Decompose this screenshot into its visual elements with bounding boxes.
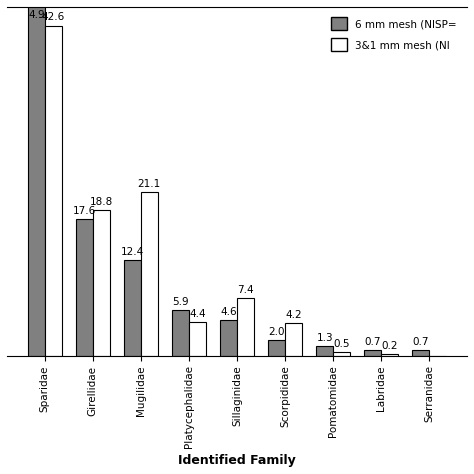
Bar: [28, 0, 45, 356]
Bar: [365, 350, 381, 356]
Text: 0.2: 0.2: [382, 341, 398, 351]
Text: 4.2: 4.2: [285, 310, 302, 320]
Bar: [76, 219, 93, 356]
Bar: [220, 320, 237, 356]
Text: 5.9: 5.9: [172, 297, 189, 307]
Bar: [45, 26, 62, 356]
Legend: 6 mm mesh (NISP=, 3&1 mm mesh (NI: 6 mm mesh (NISP=, 3&1 mm mesh (NI: [326, 12, 462, 56]
Bar: [237, 299, 254, 356]
Text: 7.4: 7.4: [237, 285, 254, 295]
Bar: [189, 322, 206, 356]
Text: 4.9: 4.9: [28, 10, 45, 20]
Bar: [268, 340, 285, 356]
Text: 1.3: 1.3: [317, 333, 333, 343]
Bar: [172, 310, 189, 356]
Bar: [124, 260, 141, 356]
Text: 21.1: 21.1: [137, 179, 161, 189]
Bar: [285, 323, 302, 356]
Bar: [333, 352, 350, 356]
Bar: [141, 192, 158, 356]
Text: 4.6: 4.6: [220, 307, 237, 317]
Text: 12.4: 12.4: [121, 246, 144, 256]
Bar: [93, 210, 109, 356]
Bar: [381, 354, 398, 356]
Text: 0.7: 0.7: [413, 337, 429, 347]
Bar: [412, 350, 429, 356]
Text: 2.0: 2.0: [268, 327, 285, 337]
Text: 17.6: 17.6: [73, 206, 96, 216]
Text: 0.5: 0.5: [333, 339, 350, 349]
X-axis label: Identified Family: Identified Family: [178, 454, 296, 467]
Text: 18.8: 18.8: [90, 197, 113, 207]
Text: 4.4: 4.4: [189, 309, 206, 319]
Bar: [316, 346, 333, 356]
Text: 0.7: 0.7: [365, 337, 381, 347]
Text: 42.6: 42.6: [41, 12, 65, 22]
